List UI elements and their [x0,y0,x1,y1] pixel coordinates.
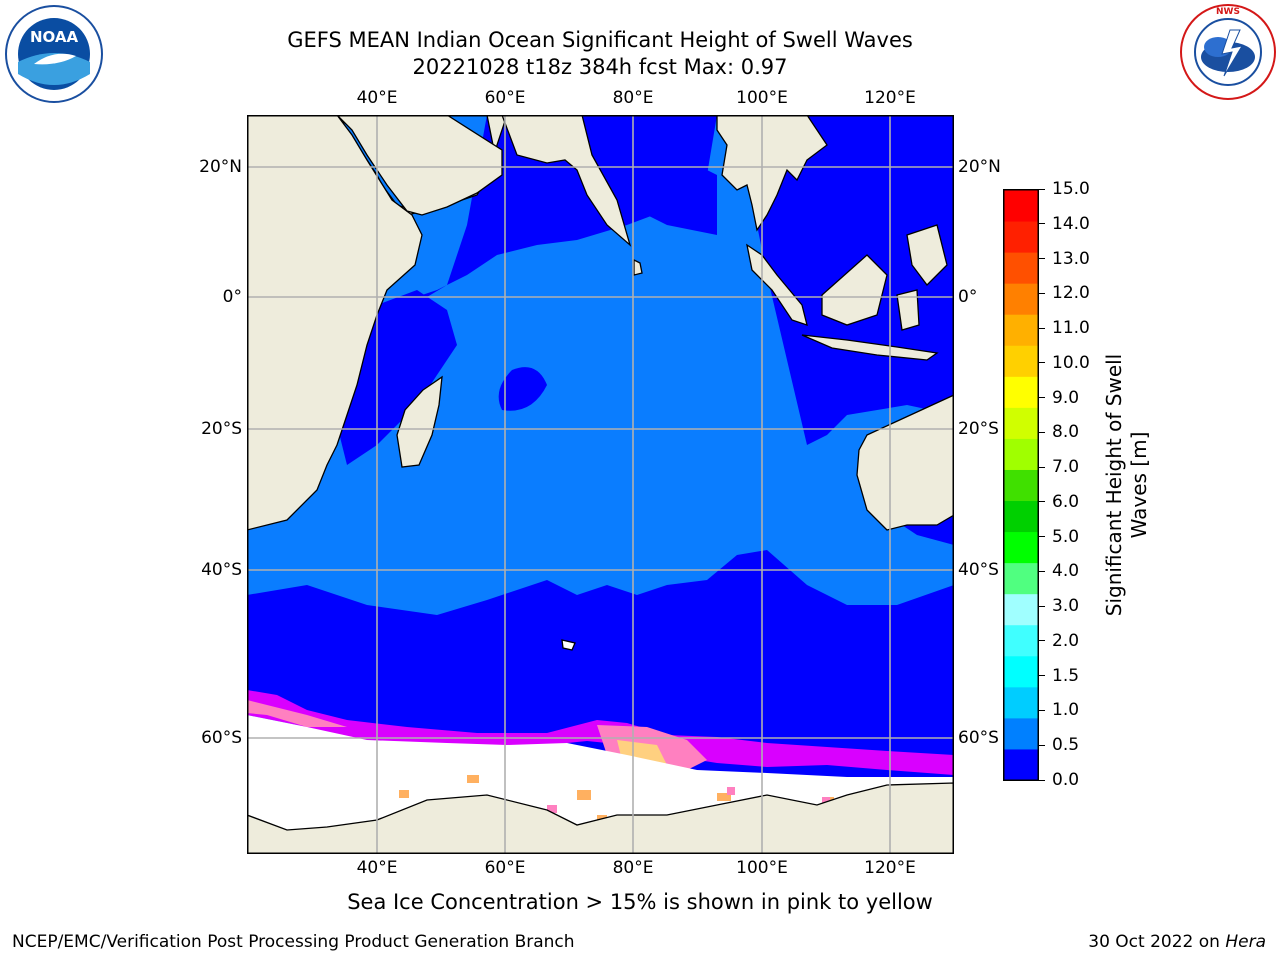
footer-credit: NCEP/EMC/Verification Post Processing Pr… [12,932,575,952]
lon-tick-bottom: 120°E [864,858,916,878]
colorbar-tick-label: 0.5 [1052,735,1080,756]
colorbar-tick [1039,605,1045,607]
colorbar-tick-label: 9.0 [1052,387,1080,408]
colorbar-tick [1039,292,1045,294]
colorbar-tick-label: 15.0 [1052,179,1090,199]
lon-tick-top: 100°E [736,88,788,108]
colorbar-title-line1: Significant Height of Swell [1102,353,1126,617]
colorbar-segment [1004,686,1038,719]
colorbar-segment [1004,655,1038,688]
lon-tick-bottom: 40°E [356,858,398,878]
colorbar-tick [1039,536,1045,538]
lat-tick-left: 40°S [201,560,242,580]
colorbar-tick [1039,640,1045,642]
colorbar-segment [1004,500,1038,533]
colorbar-tick-label: 11.0 [1052,318,1090,339]
lat-tick-left: 60°S [201,728,242,748]
colorbar-tick-label: 0.0 [1052,770,1080,790]
colorbar-segment [1004,314,1038,346]
graticule [247,115,954,854]
lon-tick-bottom: 100°E [736,858,788,878]
lat-tick-left: 20°N [199,157,242,177]
lon-tick-bottom: 60°E [484,858,526,878]
colorbar-tick [1039,779,1045,781]
footer-date-text: 30 Oct 2022 on [1088,932,1226,952]
colorbar-segment [1004,438,1038,470]
colorbar-tick-label: 1.5 [1052,665,1080,686]
colorbar-tick-label: 7.0 [1052,457,1080,478]
colorbar-tick [1039,362,1045,364]
colorbar-segment [1004,283,1038,315]
colorbar-tick-label: 13.0 [1052,248,1090,269]
lon-tick-top: 40°E [356,88,398,108]
nws-logo: NWS [1180,4,1276,100]
colorbar-segment [1004,469,1038,502]
colorbar-tick-label: 10.0 [1052,352,1090,373]
colorbar-tick [1039,431,1045,433]
lon-tick-top: 120°E [864,88,916,108]
lat-tick-right: 20°S [958,419,999,439]
svg-text:NWS: NWS [1216,7,1240,17]
colorbar-tick [1039,501,1045,503]
colorbar [1003,189,1039,781]
colorbar-segment [1004,221,1038,253]
lon-tick-top: 60°E [484,88,526,108]
lat-tick-left: 20°S [201,419,242,439]
colorbar-tick-label: 12.0 [1052,283,1090,304]
colorbar-tick [1039,675,1045,677]
colorbar-tick-label: 8.0 [1052,422,1080,443]
lat-tick-right: 0° [958,287,978,307]
lat-tick-right: 20°N [958,157,1001,177]
map-subtitle: 20221028 t18z 384h fcst Max: 0.97 [412,55,788,79]
footer-date: 30 Oct 2022 on Hera [1088,932,1266,952]
colorbar-segment [1004,345,1038,377]
colorbar-tick-label: 4.0 [1052,561,1080,582]
colorbar-title-line2: Waves [m] [1127,431,1151,539]
colorbar-tick [1039,188,1045,190]
colorbar-tick [1039,744,1045,746]
colorbar-tick-label: 1.0 [1052,700,1080,721]
colorbar-tick [1039,709,1045,711]
colorbar-tick [1039,570,1045,572]
colorbar-segment [1004,376,1038,408]
colorbar-segment [1004,531,1038,564]
colorbar-segment [1004,717,1038,750]
map-title: GEFS MEAN Indian Ocean Significant Heigh… [287,28,913,52]
colorbar-tick [1039,397,1045,399]
noaa-logo: NOAA [5,5,103,103]
colorbar-segment [1004,748,1038,781]
colorbar-tick-label: 6.0 [1052,491,1080,512]
lat-tick-right: 40°S [958,560,999,580]
noaa-logo-text: NOAA [30,28,79,46]
lat-tick-right: 60°S [958,728,999,748]
colorbar-segment [1004,252,1038,284]
lon-tick-top: 80°E [612,88,654,108]
colorbar-tick-label: 5.0 [1052,526,1080,547]
colorbar-tick [1039,258,1045,260]
map-panel [247,115,954,854]
lat-tick-left: 0° [222,287,242,307]
colorbar-segment [1004,407,1038,439]
colorbar-tick [1039,466,1045,468]
colorbar-segment [1004,190,1038,222]
colorbar-tick [1039,223,1045,225]
lon-tick-bottom: 80°E [612,858,654,878]
footer-host: Hera [1225,932,1266,952]
sea-ice-caption: Sea Ice Concentration > 15% is shown in … [347,890,933,914]
colorbar-title: Significant Height of Swell Waves [m] [1102,354,1152,616]
colorbar-segment [1004,624,1038,657]
colorbar-segment [1004,562,1038,595]
colorbar-tick-label: 14.0 [1052,213,1090,234]
colorbar-tick-label: 3.0 [1052,596,1080,617]
colorbar-segment [1004,593,1038,626]
colorbar-tick [1039,327,1045,329]
colorbar-tick-label: 2.0 [1052,630,1080,651]
